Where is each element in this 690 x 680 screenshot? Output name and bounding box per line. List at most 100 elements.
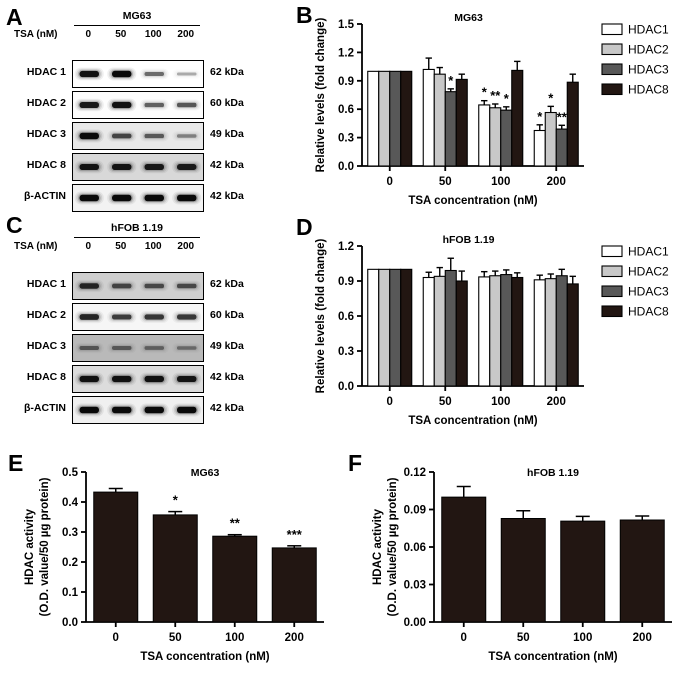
blot-band-box xyxy=(72,122,204,150)
svg-text:0.0: 0.0 xyxy=(62,617,78,629)
blot-row-label: HDAC 8 xyxy=(26,159,66,171)
svg-text:**: ** xyxy=(557,109,568,124)
svg-text:1.5: 1.5 xyxy=(338,19,355,31)
svg-text:TSA concentration (nM): TSA concentration (nM) xyxy=(408,415,537,427)
svg-text:1.2: 1.2 xyxy=(338,47,354,59)
blot-mw-label: 42 kDa xyxy=(210,402,244,414)
svg-text:MG63: MG63 xyxy=(454,12,483,24)
svg-text:*: * xyxy=(537,109,543,124)
blot-band-box xyxy=(72,60,204,88)
blot-band-box xyxy=(72,334,204,362)
blot-title-rule xyxy=(74,25,200,26)
svg-text:200: 200 xyxy=(633,632,652,644)
blot-band-box xyxy=(72,184,204,212)
blot-band-box xyxy=(72,272,204,300)
svg-text:HDAC activity: HDAC activity xyxy=(24,508,36,585)
svg-text:HDAC2: HDAC2 xyxy=(628,43,669,57)
panel-label-d: D xyxy=(296,214,313,240)
panel-label-e: E xyxy=(8,450,24,476)
svg-text:HDAC2: HDAC2 xyxy=(628,265,669,279)
svg-text:0.3: 0.3 xyxy=(62,527,78,539)
blot-cellline-title: hFOB 1.19 xyxy=(111,222,163,234)
svg-text:Relative levels (fold change): Relative levels (fold change) xyxy=(315,239,327,394)
blot-lane-header-200: 200 xyxy=(177,29,195,40)
svg-text:200: 200 xyxy=(547,176,566,188)
blot-lane-header-0: 0 xyxy=(85,29,92,40)
blot-mw-label: 60 kDa xyxy=(210,97,244,109)
blot-title-rule xyxy=(74,237,200,238)
svg-text:MG63: MG63 xyxy=(191,467,220,479)
svg-text:0: 0 xyxy=(387,176,393,188)
blot-band-box xyxy=(72,365,204,393)
svg-text:Relative levels (fold change): Relative levels (fold change) xyxy=(315,18,327,173)
blot-mw-label: 62 kDa xyxy=(210,66,244,78)
svg-text:*: * xyxy=(173,493,179,508)
svg-text:HDAC3: HDAC3 xyxy=(628,285,669,299)
svg-text:*: * xyxy=(448,73,454,88)
svg-text:200: 200 xyxy=(547,396,566,408)
svg-text:HDAC1: HDAC1 xyxy=(628,245,669,259)
svg-text:0.1: 0.1 xyxy=(62,587,79,599)
blot-band-box xyxy=(72,396,204,424)
blot-mw-label: 42 kDa xyxy=(210,159,244,171)
svg-text:0: 0 xyxy=(113,632,119,644)
blot-row-label: HDAC 3 xyxy=(26,340,66,352)
svg-text:*: * xyxy=(482,85,488,100)
svg-text:(O.D. value/50 µg protein): (O.D. value/50 µg protein) xyxy=(387,477,399,616)
blot-row-label: HDAC 3 xyxy=(26,128,66,140)
blot-row-label: HDAC 8 xyxy=(26,371,66,383)
svg-text:0.06: 0.06 xyxy=(404,542,426,554)
svg-text:TSA concentration (nM): TSA concentration (nM) xyxy=(140,651,269,663)
svg-text:0.9: 0.9 xyxy=(338,276,354,288)
svg-text:50: 50 xyxy=(169,632,182,644)
svg-text:0.5: 0.5 xyxy=(62,467,79,479)
blot-lane-header-100: 100 xyxy=(144,29,162,40)
svg-text:0.0: 0.0 xyxy=(338,161,354,173)
svg-text:0.2: 0.2 xyxy=(62,557,78,569)
svg-text:*: * xyxy=(504,91,510,106)
blot-tsa-label: TSA (nM) xyxy=(14,29,58,40)
svg-text:HDAC8: HDAC8 xyxy=(628,83,669,97)
svg-text:HDAC activity: HDAC activity xyxy=(372,508,384,585)
svg-text:100: 100 xyxy=(225,632,244,644)
blot-mw-label: 62 kDa xyxy=(210,278,244,290)
blot-row-label: β-ACTIN xyxy=(24,190,66,202)
svg-text:0.00: 0.00 xyxy=(404,617,426,629)
svg-text:100: 100 xyxy=(491,396,510,408)
blot-lane-header-50: 50 xyxy=(115,241,127,252)
svg-text:HDAC8: HDAC8 xyxy=(628,305,669,319)
panel-label-a: A xyxy=(6,4,23,30)
blot-row-label: HDAC 1 xyxy=(26,66,66,78)
svg-text:**: ** xyxy=(490,88,501,103)
blot-row-label: HDAC 2 xyxy=(26,309,66,321)
svg-text:0.9: 0.9 xyxy=(338,76,354,88)
blot-row-label: β-ACTIN xyxy=(24,402,66,414)
chart-panel-d: 0.0 0.3 0.6 0.9 1.2 0 50 100 200 hFOB 1.19 Relativ… xyxy=(296,216,690,438)
blot-lane-header-200: 200 xyxy=(177,241,195,252)
blot-mw-label: 60 kDa xyxy=(210,309,244,321)
svg-text:100: 100 xyxy=(573,632,592,644)
blot-band-box xyxy=(72,303,204,331)
svg-text:50: 50 xyxy=(439,396,452,408)
svg-text:0.12: 0.12 xyxy=(404,467,426,479)
svg-text:HDAC1: HDAC1 xyxy=(628,23,669,37)
chart-panel-f: 0.00 0.03 0.06 0.09 0.12 0 50 100 200 hFOB 1.19 HD… xyxy=(348,450,686,678)
svg-text:hFOB 1.19: hFOB 1.19 xyxy=(443,234,495,246)
svg-text:0: 0 xyxy=(387,396,393,408)
svg-text:TSA concentration (nM): TSA concentration (nM) xyxy=(488,651,617,663)
svg-text:200: 200 xyxy=(285,632,304,644)
blot-band-box xyxy=(72,91,204,119)
panel-label-f: F xyxy=(348,450,363,476)
svg-text:1.2: 1.2 xyxy=(338,241,354,253)
svg-text:***: *** xyxy=(287,527,303,542)
svg-text:0.0: 0.0 xyxy=(338,381,354,393)
svg-text:100: 100 xyxy=(491,176,510,188)
blot-mw-label: 42 kDa xyxy=(210,190,244,202)
blot-lane-header-50: 50 xyxy=(115,29,127,40)
svg-text:0.3: 0.3 xyxy=(338,346,354,358)
blot-lane-header-100: 100 xyxy=(144,241,162,252)
blot-band-box xyxy=(72,153,204,181)
blot-mw-label: 49 kDa xyxy=(210,128,244,140)
svg-text:0.09: 0.09 xyxy=(404,505,426,517)
blot-tsa-label: TSA (nM) xyxy=(14,241,58,252)
